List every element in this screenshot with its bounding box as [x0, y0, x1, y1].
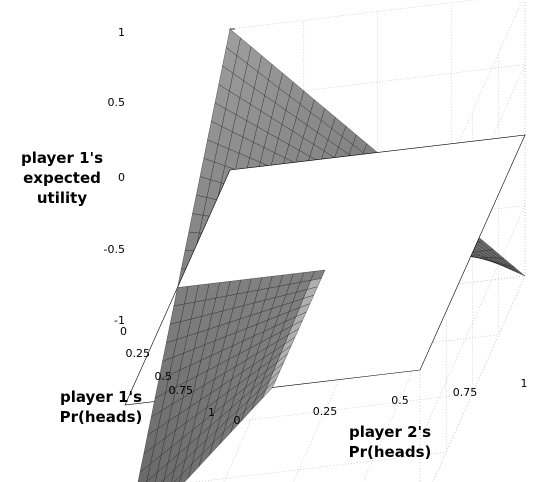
z-axis-label-line1: player 1's	[21, 149, 103, 167]
x-axis-label-line2: Pr(heads)	[60, 408, 143, 426]
z-tick-label: 1	[118, 26, 125, 39]
x-tick-label: 0	[120, 325, 127, 338]
x-tick-label: 0.75	[169, 384, 194, 397]
z-tick-label: -0.5	[104, 243, 125, 256]
y-tick-label: 0.25	[313, 405, 338, 418]
y-axis-label-line2: Pr(heads)	[349, 443, 432, 461]
y-tick-label: 1	[521, 377, 528, 390]
x-tick-label: 1	[208, 406, 215, 419]
z-tick-label: 0	[118, 171, 125, 184]
z-axis-label-line3: utility	[37, 189, 87, 207]
z-axis-label-line2: expected	[23, 169, 101, 187]
y-tick-label: 0	[234, 414, 241, 427]
y-tick-label: 0.75	[453, 386, 478, 399]
y-tick-label: 0.5	[391, 394, 409, 407]
x-axis-label-line1: player 1's	[60, 388, 142, 406]
x-tick-label: 0.25	[126, 347, 151, 360]
z-tick-label: 0.5	[108, 96, 126, 109]
x-tick-label: 0.5	[155, 370, 173, 383]
y-axis-label-line1: player 2's	[349, 423, 431, 441]
